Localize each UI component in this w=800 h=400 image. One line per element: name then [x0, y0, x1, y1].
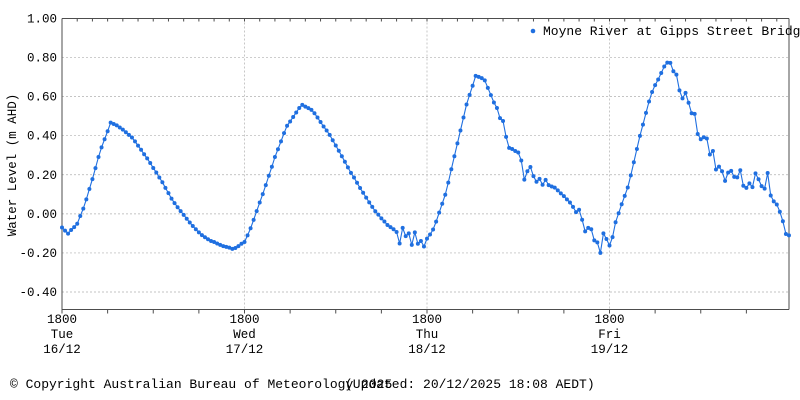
svg-text:0.00: 0.00: [27, 208, 57, 222]
svg-text:Fri: Fri: [598, 328, 621, 342]
svg-text:© Copyright Australian Bureau: © Copyright Australian Bureau of Meteoro…: [10, 377, 392, 392]
svg-text:1800: 1800: [594, 313, 624, 327]
svg-text:0.80: 0.80: [27, 52, 57, 66]
svg-text:1.00: 1.00: [27, 13, 57, 27]
svg-text:1800: 1800: [229, 313, 259, 327]
svg-text:-0.40: -0.40: [19, 286, 57, 300]
svg-text:(Updated: 20/12/2025 18:08 AED: (Updated: 20/12/2025 18:08 AEDT): [345, 377, 595, 392]
svg-text:Wed: Wed: [233, 328, 256, 342]
svg-text:Tue: Tue: [51, 328, 74, 342]
svg-text:17/12: 17/12: [226, 343, 264, 357]
svg-text:0.60: 0.60: [27, 91, 57, 105]
svg-text:1800: 1800: [47, 313, 77, 327]
svg-text:0.20: 0.20: [27, 169, 57, 183]
svg-text:18/12: 18/12: [408, 343, 446, 357]
svg-text:Thu: Thu: [416, 328, 439, 342]
svg-text:1800: 1800: [412, 313, 442, 327]
svg-text:-0.20: -0.20: [19, 247, 57, 261]
svg-text:Water Level (m AHD): Water Level (m AHD): [6, 94, 20, 237]
svg-text:19/12: 19/12: [591, 343, 629, 357]
svg-text:16/12: 16/12: [43, 343, 81, 357]
svg-text:0.40: 0.40: [27, 130, 57, 144]
svg-text:Moyne River at Gipps Street Br: Moyne River at Gipps Street Bridge (5900…: [543, 24, 800, 39]
